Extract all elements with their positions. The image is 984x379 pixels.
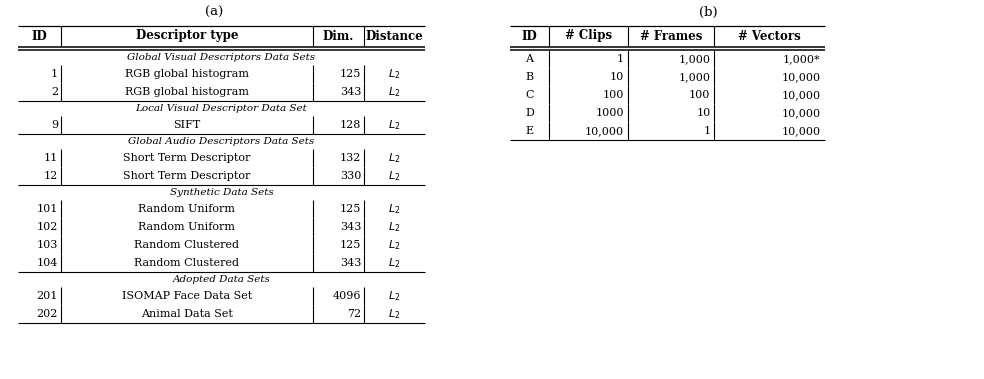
Text: 202: 202 [36,309,58,319]
Text: 1,000: 1,000 [678,72,710,82]
Text: 343: 343 [339,258,361,268]
Text: E: E [525,126,533,136]
Text: Global Visual Descriptors Data Sets: Global Visual Descriptors Data Sets [127,53,316,62]
Text: $L_2$: $L_2$ [389,169,400,183]
Text: Descriptor type: Descriptor type [136,30,238,42]
Text: RGB global histogram: RGB global histogram [125,87,249,97]
Text: 1: 1 [704,126,710,136]
Text: $L_2$: $L_2$ [389,118,400,132]
Text: 125: 125 [339,204,361,214]
Text: 1000: 1000 [595,108,624,118]
Text: 343: 343 [339,222,361,232]
Text: D: D [524,108,534,118]
Text: Short Term Descriptor: Short Term Descriptor [123,171,251,181]
Text: 102: 102 [36,222,58,232]
Text: (b): (b) [700,6,717,19]
Text: A: A [525,54,533,64]
Text: 10,000: 10,000 [781,90,821,100]
Text: # Clips: # Clips [565,30,612,42]
Text: 201: 201 [36,291,58,301]
Text: $L_2$: $L_2$ [389,67,400,81]
Text: Local Visual Descriptor Data Set: Local Visual Descriptor Data Set [136,104,307,113]
Text: ISOMAP Face Data Set: ISOMAP Face Data Set [122,291,252,301]
Text: 12: 12 [44,171,58,181]
Text: Global Audio Descriptors Data Sets: Global Audio Descriptors Data Sets [128,137,315,146]
Text: 1,000*: 1,000* [783,54,821,64]
Text: 343: 343 [339,87,361,97]
Text: 10,000: 10,000 [781,108,821,118]
Text: 101: 101 [36,204,58,214]
Text: Short Term Descriptor: Short Term Descriptor [123,153,251,163]
Text: 100: 100 [689,90,710,100]
Text: B: B [525,72,533,82]
Text: Dim.: Dim. [323,30,354,42]
Text: Distance: Distance [366,30,423,42]
Text: RGB global histogram: RGB global histogram [125,69,249,79]
Text: 2: 2 [51,87,58,97]
Text: $L_2$: $L_2$ [389,85,400,99]
Text: 330: 330 [339,171,361,181]
Text: Random Uniform: Random Uniform [139,204,235,214]
Text: $L_2$: $L_2$ [389,220,400,234]
Text: (a): (a) [206,6,223,19]
Text: SIFT: SIFT [173,120,201,130]
Text: 1,000: 1,000 [678,54,710,64]
Text: $L_2$: $L_2$ [389,307,400,321]
Text: # Frames: # Frames [640,30,703,42]
Text: 1: 1 [617,54,624,64]
Text: Animal Data Set: Animal Data Set [141,309,233,319]
Text: 11: 11 [44,153,58,163]
Text: Random Clustered: Random Clustered [135,258,239,268]
Text: 125: 125 [339,69,361,79]
Text: # Vectors: # Vectors [738,30,801,42]
Text: 10,000: 10,000 [781,126,821,136]
Text: 4096: 4096 [333,291,361,301]
Text: Synthetic Data Sets: Synthetic Data Sets [169,188,274,197]
Text: $L_2$: $L_2$ [389,289,400,303]
Text: Random Uniform: Random Uniform [139,222,235,232]
Text: 9: 9 [51,120,58,130]
Text: 1: 1 [51,69,58,79]
Text: ID: ID [522,30,537,42]
Text: ID: ID [31,30,47,42]
Text: 10: 10 [610,72,624,82]
Text: 103: 103 [36,240,58,250]
Text: 132: 132 [339,153,361,163]
Text: Adopted Data Sets: Adopted Data Sets [172,275,271,284]
Text: 10,000: 10,000 [584,126,624,136]
Text: $L_2$: $L_2$ [389,256,400,270]
Text: 100: 100 [602,90,624,100]
Text: 125: 125 [339,240,361,250]
Text: 72: 72 [347,309,361,319]
Text: $L_2$: $L_2$ [389,202,400,216]
Text: Random Clustered: Random Clustered [135,240,239,250]
Text: 104: 104 [36,258,58,268]
Text: 128: 128 [339,120,361,130]
Text: $L_2$: $L_2$ [389,151,400,165]
Text: C: C [525,90,533,100]
Text: 10,000: 10,000 [781,72,821,82]
Text: 10: 10 [697,108,710,118]
Text: $L_2$: $L_2$ [389,238,400,252]
